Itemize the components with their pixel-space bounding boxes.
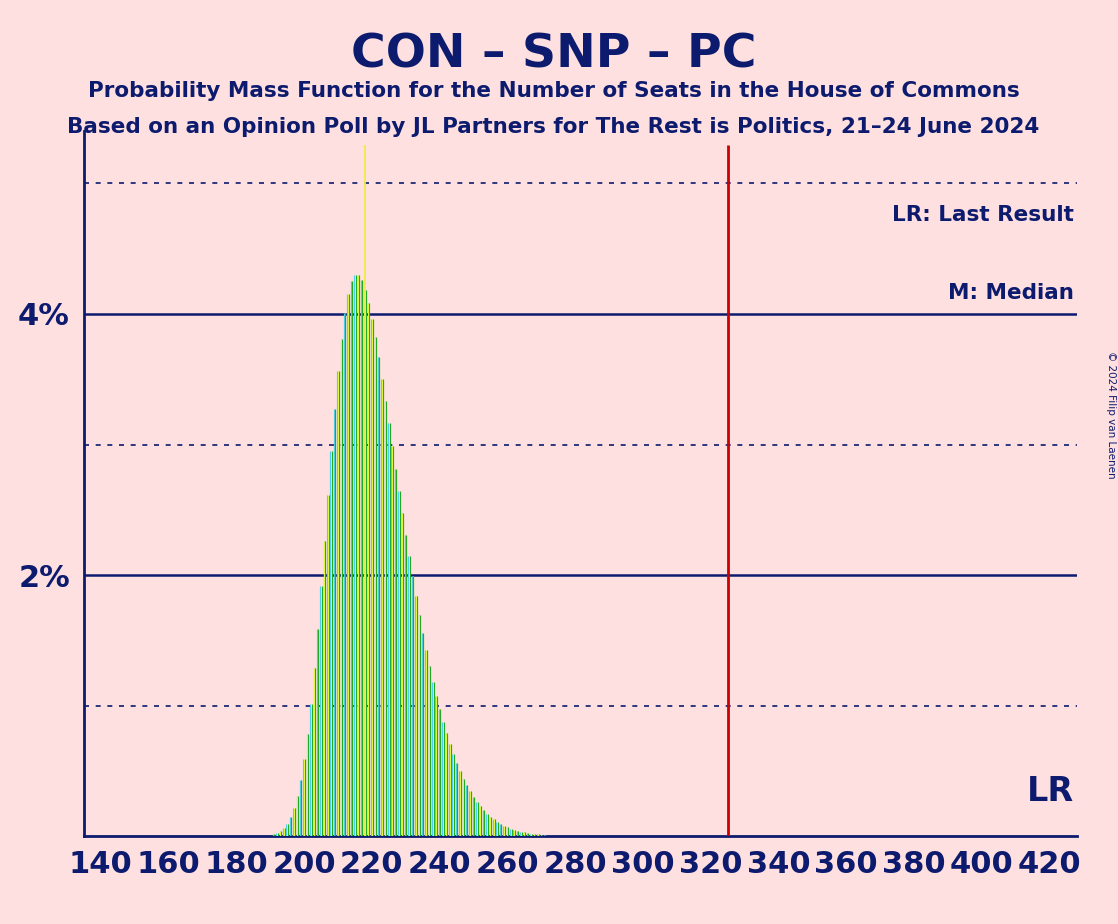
Text: M: Median: M: Median [948,283,1073,303]
Text: LR: Last Result: LR: Last Result [892,205,1073,225]
Text: © 2024 Filip van Laenen: © 2024 Filip van Laenen [1106,351,1116,479]
Text: Probability Mass Function for the Number of Seats in the House of Commons: Probability Mass Function for the Number… [87,81,1020,102]
Text: Based on an Opinion Poll by JL Partners for The Rest is Politics, 21–24 June 202: Based on an Opinion Poll by JL Partners … [67,117,1040,138]
Text: LR: LR [1026,775,1073,808]
Text: CON – SNP – PC: CON – SNP – PC [351,32,756,78]
